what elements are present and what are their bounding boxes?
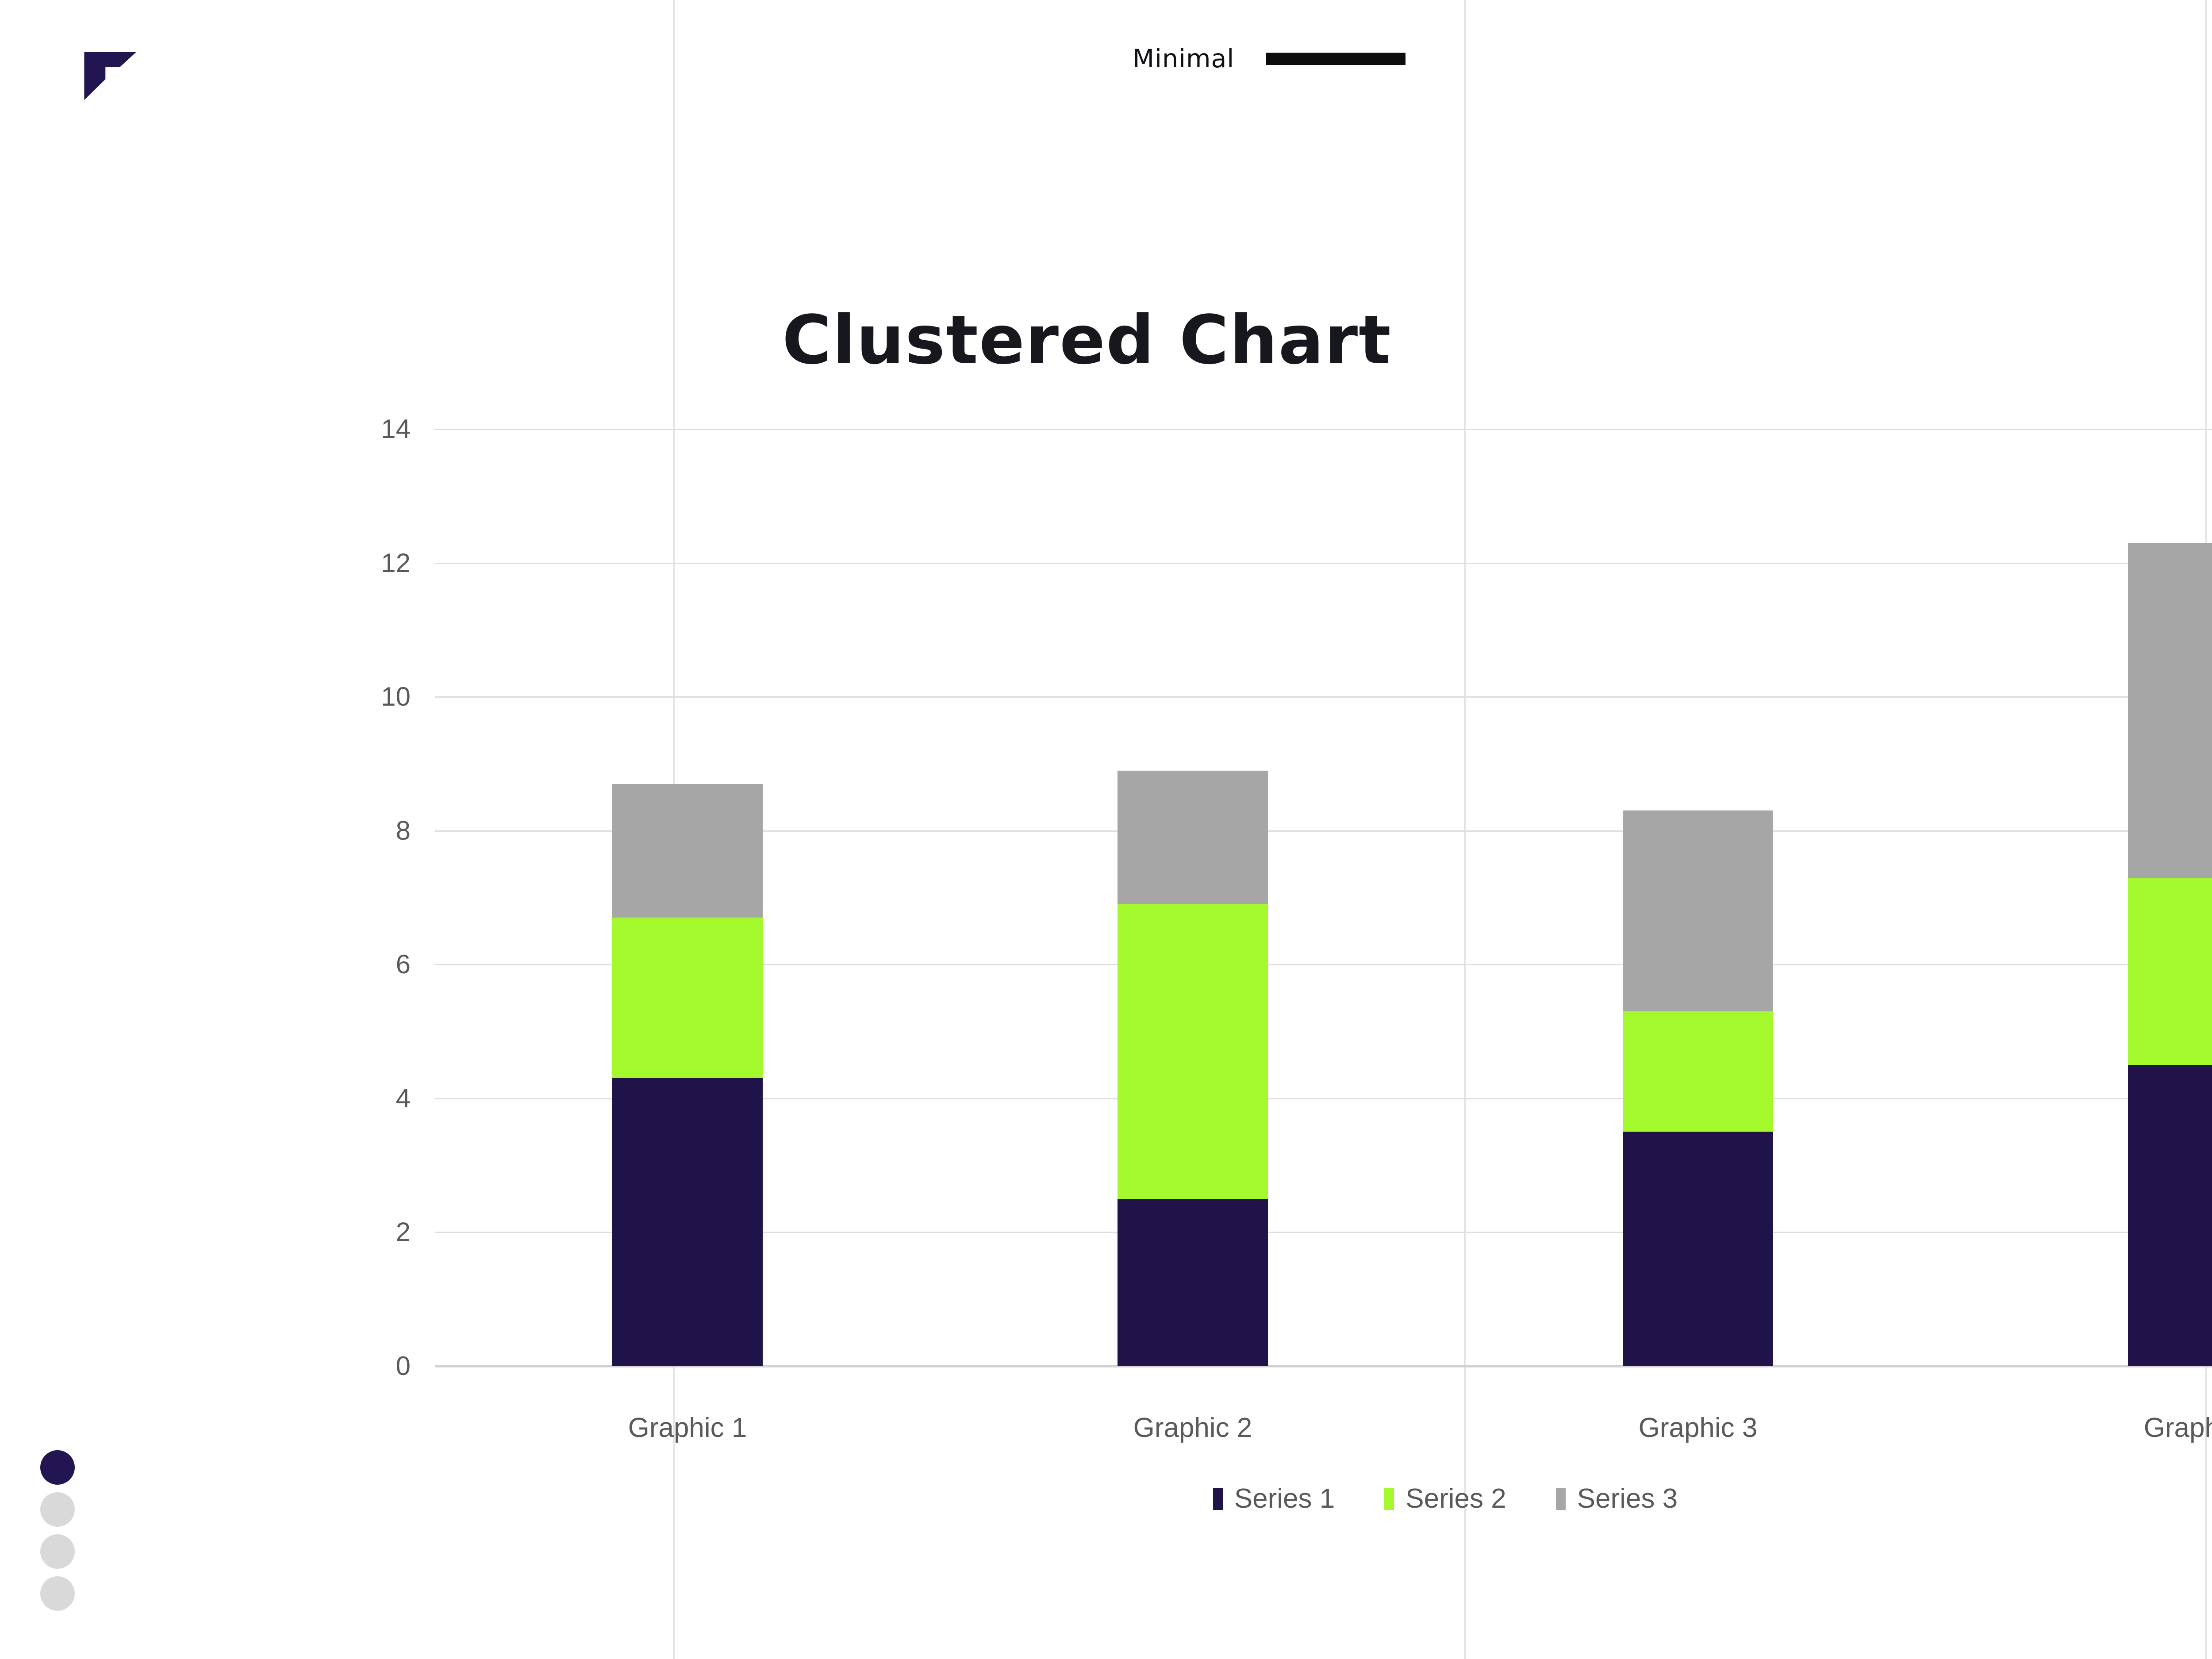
slide-dot[interactable]	[40, 1492, 75, 1527]
y-axis-tick-label: 6	[396, 949, 411, 979]
legend-item-series-1: Series 1	[1213, 1483, 1335, 1514]
gridline	[435, 1232, 2212, 1233]
gridline	[435, 696, 2212, 698]
y-axis-tick-label: 2	[396, 1217, 411, 1247]
header-brand-center: Minimal	[1133, 44, 1406, 73]
legend-label: Series 1	[1234, 1483, 1335, 1514]
bar-segment-series-1	[612, 1078, 763, 1366]
bar-segment-series-3	[1118, 770, 1268, 905]
x-axis-category-label: Graphic 1	[628, 1413, 747, 1443]
x-axis-category-label: Graphic 4	[2143, 1413, 2212, 1443]
bar-graphic-3	[1623, 810, 1773, 1366]
chart-title: Clustered Chart	[782, 301, 1392, 379]
legend-item-series-3: Series 3	[1555, 1483, 1678, 1514]
bar-segment-series-2	[612, 918, 763, 1079]
y-axis-tick-label: 12	[381, 548, 411, 578]
legend-marker-icon	[1384, 1487, 1394, 1510]
y-axis-tick-label: 4	[396, 1083, 411, 1113]
company-logo-icon	[84, 52, 136, 100]
bar-graphic-4	[2128, 543, 2212, 1366]
bar-segment-series-1	[1118, 1198, 1268, 1366]
bar-segment-series-1	[1623, 1132, 1773, 1366]
x-axis-line	[435, 1365, 2212, 1367]
bar-graphic-2	[1118, 770, 1268, 1366]
x-axis-category-label: Graphic 3	[1638, 1413, 1758, 1443]
y-axis-tick-label: 14	[381, 414, 411, 444]
bar-graphic-1	[612, 783, 763, 1366]
gridline	[435, 429, 2212, 430]
background-guide-line	[1464, 0, 1466, 1659]
legend-label: Series 2	[1406, 1483, 1506, 1514]
legend-marker-icon	[1555, 1487, 1566, 1510]
gridline	[435, 964, 2212, 966]
chart-legend: Series 1 Series 2 Series 3	[435, 1483, 2212, 1514]
brand-left-label: Minimal	[1133, 44, 1235, 73]
gridline	[435, 830, 2212, 832]
bar-segment-series-3	[1623, 810, 1773, 1012]
y-axis-tick-label: 10	[381, 682, 411, 712]
gridline	[435, 1098, 2212, 1099]
brand-left-line	[1266, 53, 1406, 65]
x-axis-category-label: Graphic 2	[1133, 1413, 1252, 1443]
legend-label: Series 3	[1577, 1483, 1678, 1514]
slide-dot[interactable]	[40, 1534, 75, 1569]
bar-segment-series-3	[2128, 543, 2212, 878]
bar-segment-series-2	[2128, 877, 2212, 1065]
bar-segment-series-1	[2128, 1065, 2212, 1366]
slide-dot-active[interactable]	[40, 1450, 75, 1485]
y-axis-tick-label: 8	[396, 815, 411, 845]
y-axis-tick-label: 0	[396, 1351, 411, 1381]
legend-marker-icon	[1213, 1487, 1223, 1510]
legend-item-series-2: Series 2	[1384, 1483, 1506, 1514]
bar-segment-series-2	[1118, 904, 1268, 1199]
bar-segment-series-3	[612, 783, 763, 918]
slide-dot[interactable]	[40, 1576, 75, 1611]
gridline	[435, 562, 2212, 564]
bar-segment-series-2	[1623, 1011, 1773, 1132]
